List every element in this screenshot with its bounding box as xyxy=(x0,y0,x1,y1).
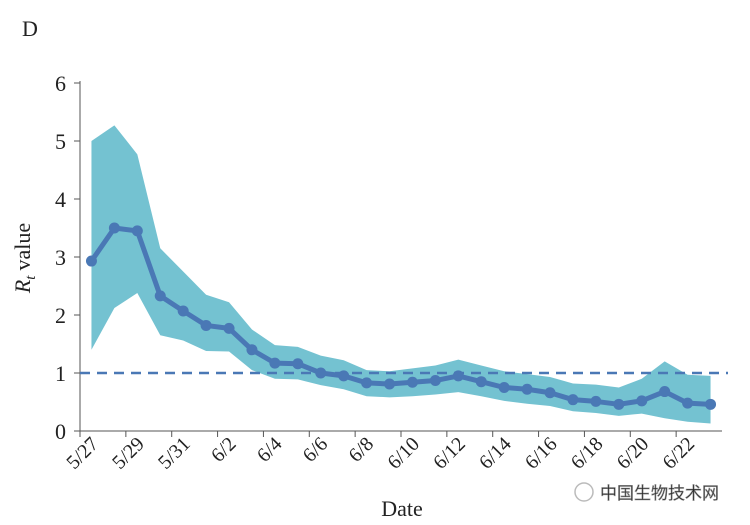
x-tick-label: 6/4 xyxy=(253,433,287,467)
y-tick-label: 4 xyxy=(55,187,66,212)
x-axis-label: Date xyxy=(381,496,423,521)
rt-point xyxy=(246,344,258,356)
confidence-band xyxy=(91,125,711,424)
watermark-text: 中国生物技术网 xyxy=(600,484,719,504)
rt-point xyxy=(590,395,602,407)
x-tick-label: 6/12 xyxy=(429,433,470,474)
x-tick-label: 6/22 xyxy=(658,433,699,474)
y-label-symbol: R xyxy=(10,279,35,294)
x-tick-label: 6/10 xyxy=(383,433,424,474)
y-axis-label: Rt value xyxy=(10,223,39,294)
rt-point xyxy=(613,398,625,410)
rt-point xyxy=(567,394,579,406)
rt-point xyxy=(498,382,510,393)
rt-point xyxy=(682,397,694,409)
rt-point xyxy=(200,319,212,331)
rt-point xyxy=(521,383,533,395)
x-tick-label: 5/31 xyxy=(154,433,195,474)
y-tick-label: 3 xyxy=(55,245,66,270)
x-tick-label: 6/16 xyxy=(521,433,562,474)
panel-label: D xyxy=(22,16,38,41)
rt-point xyxy=(544,387,556,399)
watermark-icon xyxy=(574,482,594,502)
x-tick-label: 6/8 xyxy=(345,433,379,467)
y-tick-label: 6 xyxy=(55,71,66,96)
rt-point xyxy=(429,375,441,387)
x-tick-label: 6/18 xyxy=(567,433,608,474)
rt-point xyxy=(384,378,396,390)
rt-point xyxy=(636,395,648,407)
rt-point xyxy=(406,376,418,388)
x-tick-label: 6/2 xyxy=(207,433,241,467)
y-tick-label: 1 xyxy=(55,361,66,386)
rt-point xyxy=(108,222,120,234)
rt-point xyxy=(705,398,717,410)
rt-point xyxy=(269,357,281,369)
rt-point xyxy=(85,255,97,267)
y-label-subscript: t xyxy=(23,275,39,280)
rt-point xyxy=(177,305,189,317)
x-tick-label: 5/29 xyxy=(108,433,149,474)
y-tick-label: 2 xyxy=(55,303,66,328)
rt-point xyxy=(338,370,350,382)
y-tick-label: 0 xyxy=(55,419,66,444)
rt-point xyxy=(131,225,143,237)
watermark: 中国生物技术网 xyxy=(574,482,719,504)
rt-point xyxy=(361,377,373,389)
rt-point xyxy=(223,322,235,334)
rt-point xyxy=(315,367,327,379)
x-tick-label: 6/6 xyxy=(299,433,333,467)
x-tick-label: 6/14 xyxy=(475,433,516,474)
rt-point xyxy=(475,376,487,388)
rt-line xyxy=(89,225,711,407)
rt-point xyxy=(659,386,671,398)
rt-point xyxy=(154,290,166,302)
x-tick-label: 6/20 xyxy=(613,433,654,474)
rt-point xyxy=(292,358,304,370)
rt-point xyxy=(452,370,464,382)
y-label-text: value xyxy=(10,223,35,271)
x-tick-label: 5/27 xyxy=(62,433,103,474)
y-tick-label: 5 xyxy=(55,129,66,154)
